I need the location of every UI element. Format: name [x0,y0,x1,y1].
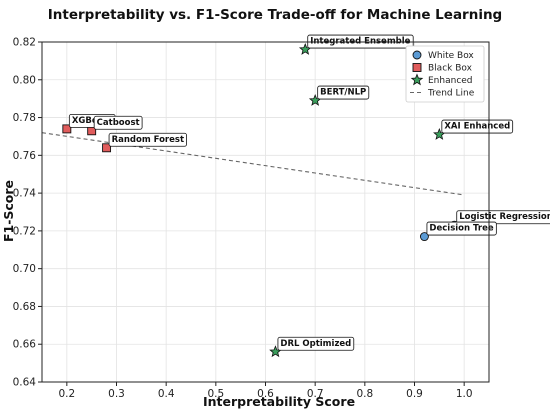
point-label: Random Forest [112,135,184,145]
legend-marker [412,50,422,60]
y-tick-label: 0.72 [13,225,36,237]
point-label-box [456,210,550,225]
point-label: Logistic Regression [459,212,550,222]
data-points [62,42,459,358]
trend-line [41,132,465,196]
trend-line-layer [41,132,465,196]
point-label: DRL Optimized [280,339,351,349]
x-axis-label: Interpretability Score [203,394,355,409]
x-tick-label: 0.9 [406,388,423,400]
legend-label: White Box [428,51,474,61]
legend-label: Trend Line [427,89,475,99]
point-label-group: Decision Tree [426,221,497,236]
point-label-group: Catboost [93,115,143,130]
point-label-group: Logistic Regression [456,210,550,225]
point-label-box [93,115,143,130]
point-label-group: XAI Enhanced [441,119,514,134]
y-tick-label: 0.68 [13,301,36,313]
chart-title: Interpretability vs. F1-Score Trade-off … [48,7,502,23]
x-tick-label: 0.3 [108,388,125,400]
legend: White Box Black Box Enhanced Trend Line [405,45,485,103]
y-tick-label: 0.76 [13,150,37,162]
y-tick-label: 0.70 [13,263,36,275]
point-label-group: BERT/NLP [317,85,370,100]
axis-ticks: 0.2 0.3 0.4 0.5 0.6 0.7 0.8 0.9 1.0 0.64 0.66 0.68 0… [13,37,473,401]
x-tick-label: 0.7 [307,388,324,400]
legend-box [405,45,485,103]
y-tick-label: 0.82 [13,37,36,49]
point-label-box [108,132,187,147]
point-label: XAI Enhanced [444,122,510,132]
point-label-group: Random Forest [108,132,187,147]
y-tick-label: 0.64 [13,377,37,389]
x-tick-label: 0.2 [58,388,75,400]
x-tick-label: 0.6 [257,388,274,400]
point-labels: Logistic Regression Decision Tree XGBoostC… [68,34,550,351]
data-point [102,143,112,153]
point-label: Catboost [97,118,140,128]
y-axis-label: F1-Score [1,180,16,242]
y-tick-label: 0.80 [13,74,36,86]
point-label: BERT/NLP [320,88,366,98]
point-label-box [277,336,355,351]
point-label-box [426,221,497,236]
point-label-box [441,119,514,134]
legend-marker [412,63,422,72]
x-tick-label: 0.4 [158,388,175,400]
point-label: XGBoost [72,116,113,126]
data-point [62,124,72,134]
point-label-box [317,85,370,100]
legend-marker [410,73,424,86]
legend-label: Black Box [428,64,473,74]
x-tick-label: 0.5 [207,388,224,400]
x-tick-label: 1.0 [456,388,473,400]
point-label-group: DRL Optimized [277,336,355,351]
y-tick-label: 0.74 [13,188,37,200]
y-tick-label: 0.78 [13,112,36,124]
x-tick-label: 0.8 [356,388,373,400]
point-label: Decision Tree [429,224,493,234]
plot-frame [41,41,490,383]
y-tick-label: 0.66 [13,339,37,351]
data-point [419,232,429,242]
legend-label: Enhanced [428,76,473,86]
